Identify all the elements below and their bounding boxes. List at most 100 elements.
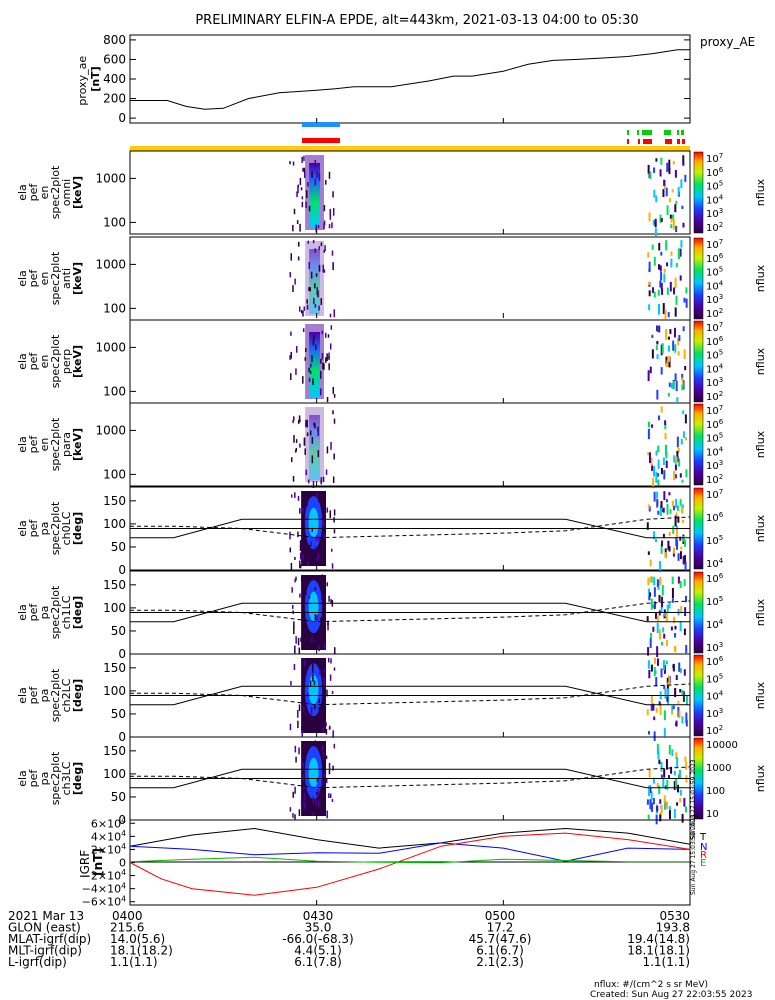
colorbar-tick-label: 103 <box>706 293 723 306</box>
speckle <box>323 220 326 226</box>
speckle-end <box>664 785 667 790</box>
speckle-end <box>685 695 688 705</box>
speckle-end <box>678 662 681 672</box>
speckle-end <box>682 555 685 565</box>
speckle-end <box>669 509 672 514</box>
speckle <box>327 620 329 626</box>
speckle-end <box>684 414 687 424</box>
colorbar <box>693 403 704 486</box>
speckle <box>314 178 317 186</box>
speckle-end <box>685 298 688 308</box>
spectrogram-ylabel-line: en <box>38 355 51 369</box>
speckle <box>310 271 313 279</box>
ephemeris-value: 0500 <box>485 909 516 923</box>
spectrogram-ylabel: elapefpaspec2plotch1LC[deg] <box>16 585 84 639</box>
speckle-end <box>679 621 682 632</box>
speckle-end <box>650 576 653 583</box>
speckle-end <box>663 470 666 480</box>
speckle <box>301 201 304 208</box>
speckle-end <box>679 473 682 478</box>
proxy-ae-legend: proxy_AE <box>700 35 755 49</box>
speckle-end <box>651 464 654 471</box>
speckle-end <box>664 688 667 699</box>
speckle-end <box>647 577 650 586</box>
speckle-end <box>669 198 672 203</box>
colorbar-tick-label: 106 <box>706 335 724 348</box>
speckle-end <box>677 700 680 704</box>
speckle <box>332 208 335 216</box>
speckle <box>297 185 299 194</box>
speckle <box>298 241 300 247</box>
speckle <box>294 786 296 794</box>
speckle <box>311 455 314 464</box>
colorbar-tick-label: 104 <box>706 690 724 703</box>
speckle-end <box>679 797 682 803</box>
colorbar-label: nflux <box>754 764 767 792</box>
speckle-end <box>682 155 685 165</box>
speckle-end <box>682 162 685 166</box>
speckle-end <box>668 159 671 171</box>
speckle <box>312 811 314 816</box>
spectrogram-ylabel-line: pa <box>38 772 51 786</box>
speckle-end <box>656 579 659 587</box>
speckle <box>331 548 333 552</box>
speckle-end <box>658 701 661 706</box>
speckle-end <box>647 252 650 258</box>
proxy-ae-panel: 800 600 400 200 0 proxy_ae [nT] proxy_AE <box>76 33 755 125</box>
speckle-end <box>675 225 678 233</box>
speckle <box>294 278 296 285</box>
colorbar-tick-label: 105 <box>706 534 723 547</box>
footer-created: Created: Sun Aug 27 22:03:55 2023 <box>590 990 752 1000</box>
spectrogram-ylabel-line: pef <box>27 769 40 788</box>
speckle-end <box>656 389 659 400</box>
speckle <box>316 287 318 292</box>
speckle <box>312 796 315 804</box>
speckle <box>322 264 325 273</box>
speckle-end <box>676 436 679 448</box>
speckle-end <box>679 536 682 541</box>
spectrogram-ylabel-line: perp <box>60 349 73 374</box>
speckle-end <box>680 606 683 614</box>
speckle-end <box>660 157 663 165</box>
speckle <box>328 356 330 360</box>
speckle <box>327 622 329 631</box>
spectrogram-ylabel-line: pa <box>38 606 51 620</box>
speckle-end <box>665 187 668 197</box>
speckle-end <box>673 646 676 651</box>
speckle <box>313 422 315 427</box>
speckle-end <box>667 392 670 397</box>
speckle <box>290 681 292 686</box>
speckle-end <box>679 580 682 589</box>
speckle-end <box>647 814 650 820</box>
spectrogram-ylabel-line: en <box>38 272 51 286</box>
speckle-end <box>673 455 676 463</box>
speckle-end <box>673 616 676 624</box>
speckle-end <box>660 501 663 509</box>
event-blob-core <box>309 249 320 314</box>
speckle <box>323 642 326 650</box>
speckle <box>317 426 319 432</box>
speckle-end <box>685 761 688 770</box>
speckle-end <box>646 709 649 716</box>
spectrogram-ylabel-line: spec2plot <box>49 417 62 471</box>
speckle-end <box>684 756 687 762</box>
speckle <box>322 518 324 527</box>
speckle <box>303 170 306 178</box>
spectrogram-ytick-label: 0 <box>118 730 126 744</box>
spectrogram-ytick-label: 100 <box>103 767 126 781</box>
speckle <box>292 224 294 232</box>
colorbar <box>693 151 704 234</box>
speckle <box>297 720 299 729</box>
speckle-end <box>674 633 677 638</box>
speckle-end <box>661 585 664 596</box>
speckle-end <box>663 268 666 273</box>
spectrogram-ylabel-line: pa <box>38 522 51 536</box>
speckle-end <box>665 329 668 340</box>
ephemeris-value: 6.1(7.8) <box>294 955 342 969</box>
spectrogram-ytick-label: 150 <box>103 494 126 508</box>
speckle-end <box>665 612 668 623</box>
spectrogram-ylabel-line: [keV] <box>71 176 84 209</box>
igrf-lines <box>129 827 691 896</box>
igrf-legend-N: N <box>700 842 707 853</box>
